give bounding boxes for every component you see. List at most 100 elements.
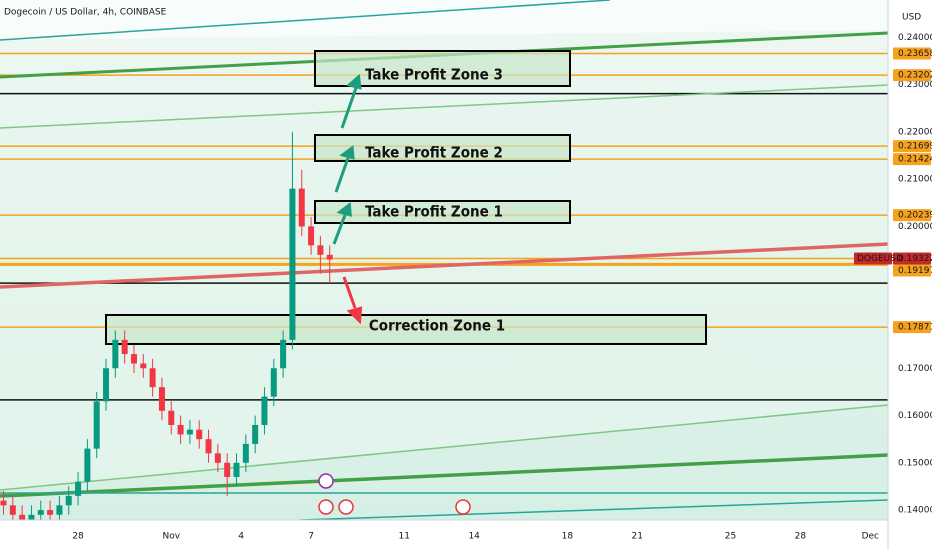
candle-body bbox=[47, 510, 54, 515]
y-tick-label: 0.22000 bbox=[898, 127, 932, 137]
candle-body bbox=[65, 495, 72, 506]
price-tag bbox=[893, 47, 931, 60]
x-tick-label: 7 bbox=[308, 532, 314, 542]
price-tag bbox=[893, 321, 931, 334]
trend-line bbox=[0, 453, 889, 498]
candle-body bbox=[326, 254, 333, 260]
x-tick-label: 11 bbox=[399, 532, 410, 542]
candle-body bbox=[177, 424, 184, 435]
candle-body bbox=[168, 410, 175, 425]
zone-label: Take Profit Zone 2 bbox=[365, 144, 503, 162]
candle-body bbox=[196, 429, 203, 440]
price-tag bbox=[893, 209, 931, 222]
candle-body bbox=[140, 363, 147, 369]
trend-line bbox=[299, 499, 889, 521]
channel-band bbox=[0, 85, 888, 490]
arrow bbox=[342, 276, 363, 325]
time-axis bbox=[0, 520, 888, 550]
y-tick-label: 0.23000 bbox=[898, 80, 932, 90]
event-icon[interactable] bbox=[318, 499, 334, 515]
trend-line bbox=[0, 0, 611, 41]
candle-body bbox=[261, 396, 268, 425]
price-tag bbox=[893, 69, 931, 82]
zone-label: Take Profit Zone 3 bbox=[365, 66, 503, 84]
x-tick-label: 14 bbox=[468, 532, 480, 542]
x-tick-label: 28 bbox=[72, 532, 84, 542]
price-tag-label: 0.17871 bbox=[898, 323, 932, 333]
y-tick-label: 0.21000 bbox=[898, 175, 932, 185]
trend-line bbox=[0, 84, 889, 129]
candle-body bbox=[75, 481, 82, 496]
candle-body bbox=[186, 429, 193, 435]
x-tick-label: 18 bbox=[562, 532, 574, 542]
price-tag-label: 0.21424 bbox=[898, 155, 932, 165]
candle-body bbox=[270, 368, 277, 397]
candle-body bbox=[149, 368, 156, 388]
candle-body bbox=[130, 354, 137, 364]
x-tick-label: 4 bbox=[238, 532, 244, 542]
candle-body bbox=[224, 462, 231, 477]
event-icon[interactable] bbox=[318, 473, 334, 489]
candle-body bbox=[121, 339, 128, 355]
arrow bbox=[334, 144, 355, 193]
y-tick-label: 0.16000 bbox=[898, 411, 932, 421]
candle-body bbox=[56, 505, 63, 515]
arrow bbox=[332, 202, 352, 245]
chart-title: Dogecoin / US Dollar, 4h, COINBASE bbox=[4, 8, 167, 18]
price-tag-label: 0.20239 bbox=[898, 211, 932, 221]
candle-body bbox=[112, 339, 119, 369]
channel-band bbox=[0, 0, 888, 40]
x-tick-label: 28 bbox=[795, 532, 807, 542]
x-tick-label: Dec bbox=[862, 532, 879, 542]
candle-body bbox=[233, 462, 240, 477]
price-tag bbox=[893, 264, 931, 277]
y-tick-label: 0.20000 bbox=[898, 222, 932, 232]
candle-body bbox=[280, 339, 287, 369]
price-tag-label: 0.21699 bbox=[898, 142, 932, 152]
zone-label: Correction Zone 1 bbox=[369, 317, 505, 335]
currency-label: USD bbox=[902, 13, 921, 23]
candle-body bbox=[289, 188, 296, 340]
x-tick-label: Nov bbox=[162, 532, 180, 542]
y-tick-label: 0.14000 bbox=[898, 506, 932, 516]
y-tick-label: 0.24000 bbox=[898, 33, 932, 43]
price-tag-label: 0.19322 bbox=[898, 254, 932, 264]
price-tag-label: 0.23202 bbox=[898, 71, 932, 81]
trend-line bbox=[0, 242, 889, 289]
symbol-tag bbox=[854, 252, 892, 265]
candle-body bbox=[19, 514, 26, 520]
candle-body bbox=[205, 439, 212, 454]
candle-body bbox=[84, 448, 91, 482]
candle-body bbox=[298, 188, 305, 227]
trend-line bbox=[0, 404, 889, 491]
arrow bbox=[340, 73, 362, 129]
zone-box bbox=[314, 134, 571, 162]
price-tag bbox=[893, 153, 931, 166]
y-tick-label: 0.17000 bbox=[898, 364, 932, 374]
price-tag-label: 0.19197 bbox=[898, 266, 932, 276]
zone-box bbox=[105, 314, 707, 345]
candle-body bbox=[103, 368, 110, 402]
axis-labels: 0.24000 0.23000 0.22000 0.21000 0.20000 0.170… bbox=[72, 33, 932, 542]
event-icon[interactable] bbox=[338, 499, 354, 515]
candle-body bbox=[37, 510, 44, 515]
zone-box bbox=[314, 200, 571, 224]
candle-body bbox=[158, 387, 165, 411]
y-tick-label: 0.15000 bbox=[898, 458, 932, 468]
candle-body bbox=[0, 500, 7, 506]
candle-body bbox=[317, 245, 324, 255]
event-icon[interactable] bbox=[455, 499, 471, 515]
zone-label: Take Profit Zone 1 bbox=[365, 203, 503, 221]
price-tag-label: 0.23658 bbox=[898, 49, 932, 59]
candle-body bbox=[93, 401, 100, 449]
candles bbox=[0, 131, 333, 529]
candle-body bbox=[214, 453, 221, 463]
x-tick-label: 21 bbox=[632, 532, 643, 542]
candle-body bbox=[252, 424, 259, 444]
x-tick-label: 25 bbox=[725, 532, 736, 542]
candle-body bbox=[28, 514, 35, 520]
candle-body bbox=[308, 226, 315, 246]
symbol-tag-label: DOGEUSD bbox=[857, 254, 903, 264]
price-tag bbox=[893, 140, 931, 153]
